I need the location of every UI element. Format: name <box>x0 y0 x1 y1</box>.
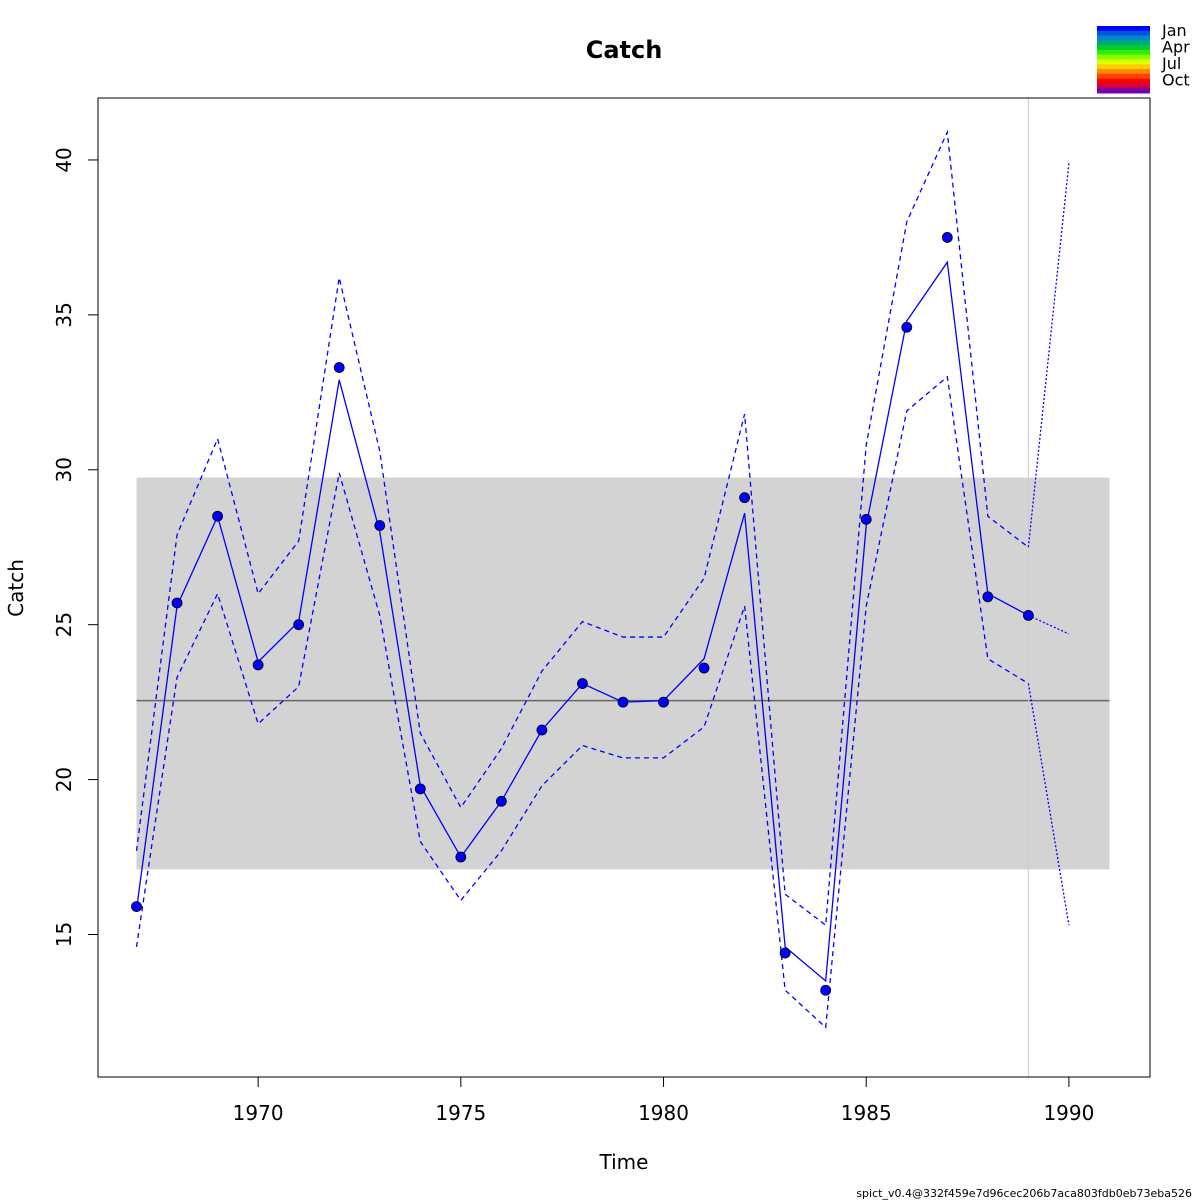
observed-point <box>455 851 467 863</box>
legend-color-swatch <box>1097 64 1150 70</box>
legend-color-swatch <box>1097 69 1150 75</box>
chart-title: Catch <box>586 36 663 64</box>
observed-point <box>779 947 791 959</box>
observed-point <box>495 795 507 807</box>
observed-point <box>941 232 953 243</box>
x-axis-label: Time <box>599 1150 649 1174</box>
observed-point <box>171 597 183 609</box>
legend-color-swatch <box>1097 35 1150 41</box>
legend-color-swatch <box>1097 73 1150 80</box>
observed-point <box>374 520 386 531</box>
lower-ci-line <box>135 375 1029 1029</box>
x-axis: 1970 1975 1980 1985 1990 <box>233 1076 1094 1125</box>
legend-color-swatch <box>1097 45 1150 51</box>
observed-point <box>739 492 751 504</box>
observed-point <box>658 696 669 708</box>
observed-point <box>820 984 832 996</box>
legend-color-swatch <box>1097 59 1150 65</box>
observed-point <box>577 678 588 689</box>
observed-point <box>1022 609 1034 621</box>
legend-label: Oct <box>1162 71 1190 90</box>
y-tick-label: 25 <box>52 612 76 637</box>
legend-color-swatch <box>1097 54 1150 60</box>
reference-band-layer <box>136 477 1110 870</box>
legend-label: Apr <box>1162 38 1190 57</box>
legend-color-swatch <box>1097 49 1150 56</box>
y-axis-label: Catch <box>4 559 28 617</box>
forecast-lower-line <box>1027 683 1070 926</box>
legend-label: Jan <box>1161 21 1187 40</box>
legend-color-swatch <box>1097 78 1150 84</box>
observed-point <box>293 619 305 631</box>
observed-point <box>617 696 629 708</box>
legend-color-swatch <box>1097 40 1150 46</box>
y-tick-label: 15 <box>52 922 76 947</box>
x-tick-label: 1980 <box>638 1101 689 1125</box>
y-tick-label: 40 <box>52 147 76 172</box>
y-tick-label: 20 <box>52 767 76 792</box>
forecast-line <box>1028 614 1070 635</box>
forecast-upper-line <box>1027 162 1070 548</box>
observed-point <box>860 513 872 525</box>
observed-point <box>698 662 710 674</box>
observed-point <box>131 901 142 913</box>
legend-color-swatch <box>1097 88 1150 94</box>
observed-point <box>252 659 264 671</box>
observed-point <box>333 362 345 373</box>
points-layer <box>131 232 1034 996</box>
observed-point <box>212 510 223 522</box>
x-tick-label: 1990 <box>1043 1101 1094 1125</box>
legend-color-swatch <box>1097 83 1150 89</box>
observed-point <box>901 321 913 333</box>
legend-color-swatch <box>1097 30 1150 37</box>
legend-label: Jul <box>1161 54 1181 73</box>
x-tick-label: 1975 <box>435 1101 486 1125</box>
y-tick-label: 30 <box>52 457 76 482</box>
x-tick-label: 1970 <box>233 1101 284 1125</box>
observed-point <box>536 724 548 736</box>
version-footer: spict_v0.4@332f459e7d96cec206b7aca803fdb… <box>856 1187 1192 1200</box>
reference-band <box>136 477 1110 870</box>
observed-point <box>414 783 426 795</box>
legend-color-swatch <box>1097 26 1150 32</box>
observed-point <box>982 591 994 603</box>
y-axis: 15 20 25 30 35 40 <box>52 147 98 947</box>
x-tick-label: 1985 <box>841 1101 892 1125</box>
upper-ci-line <box>135 129 1029 927</box>
y-tick-label: 35 <box>52 302 76 327</box>
